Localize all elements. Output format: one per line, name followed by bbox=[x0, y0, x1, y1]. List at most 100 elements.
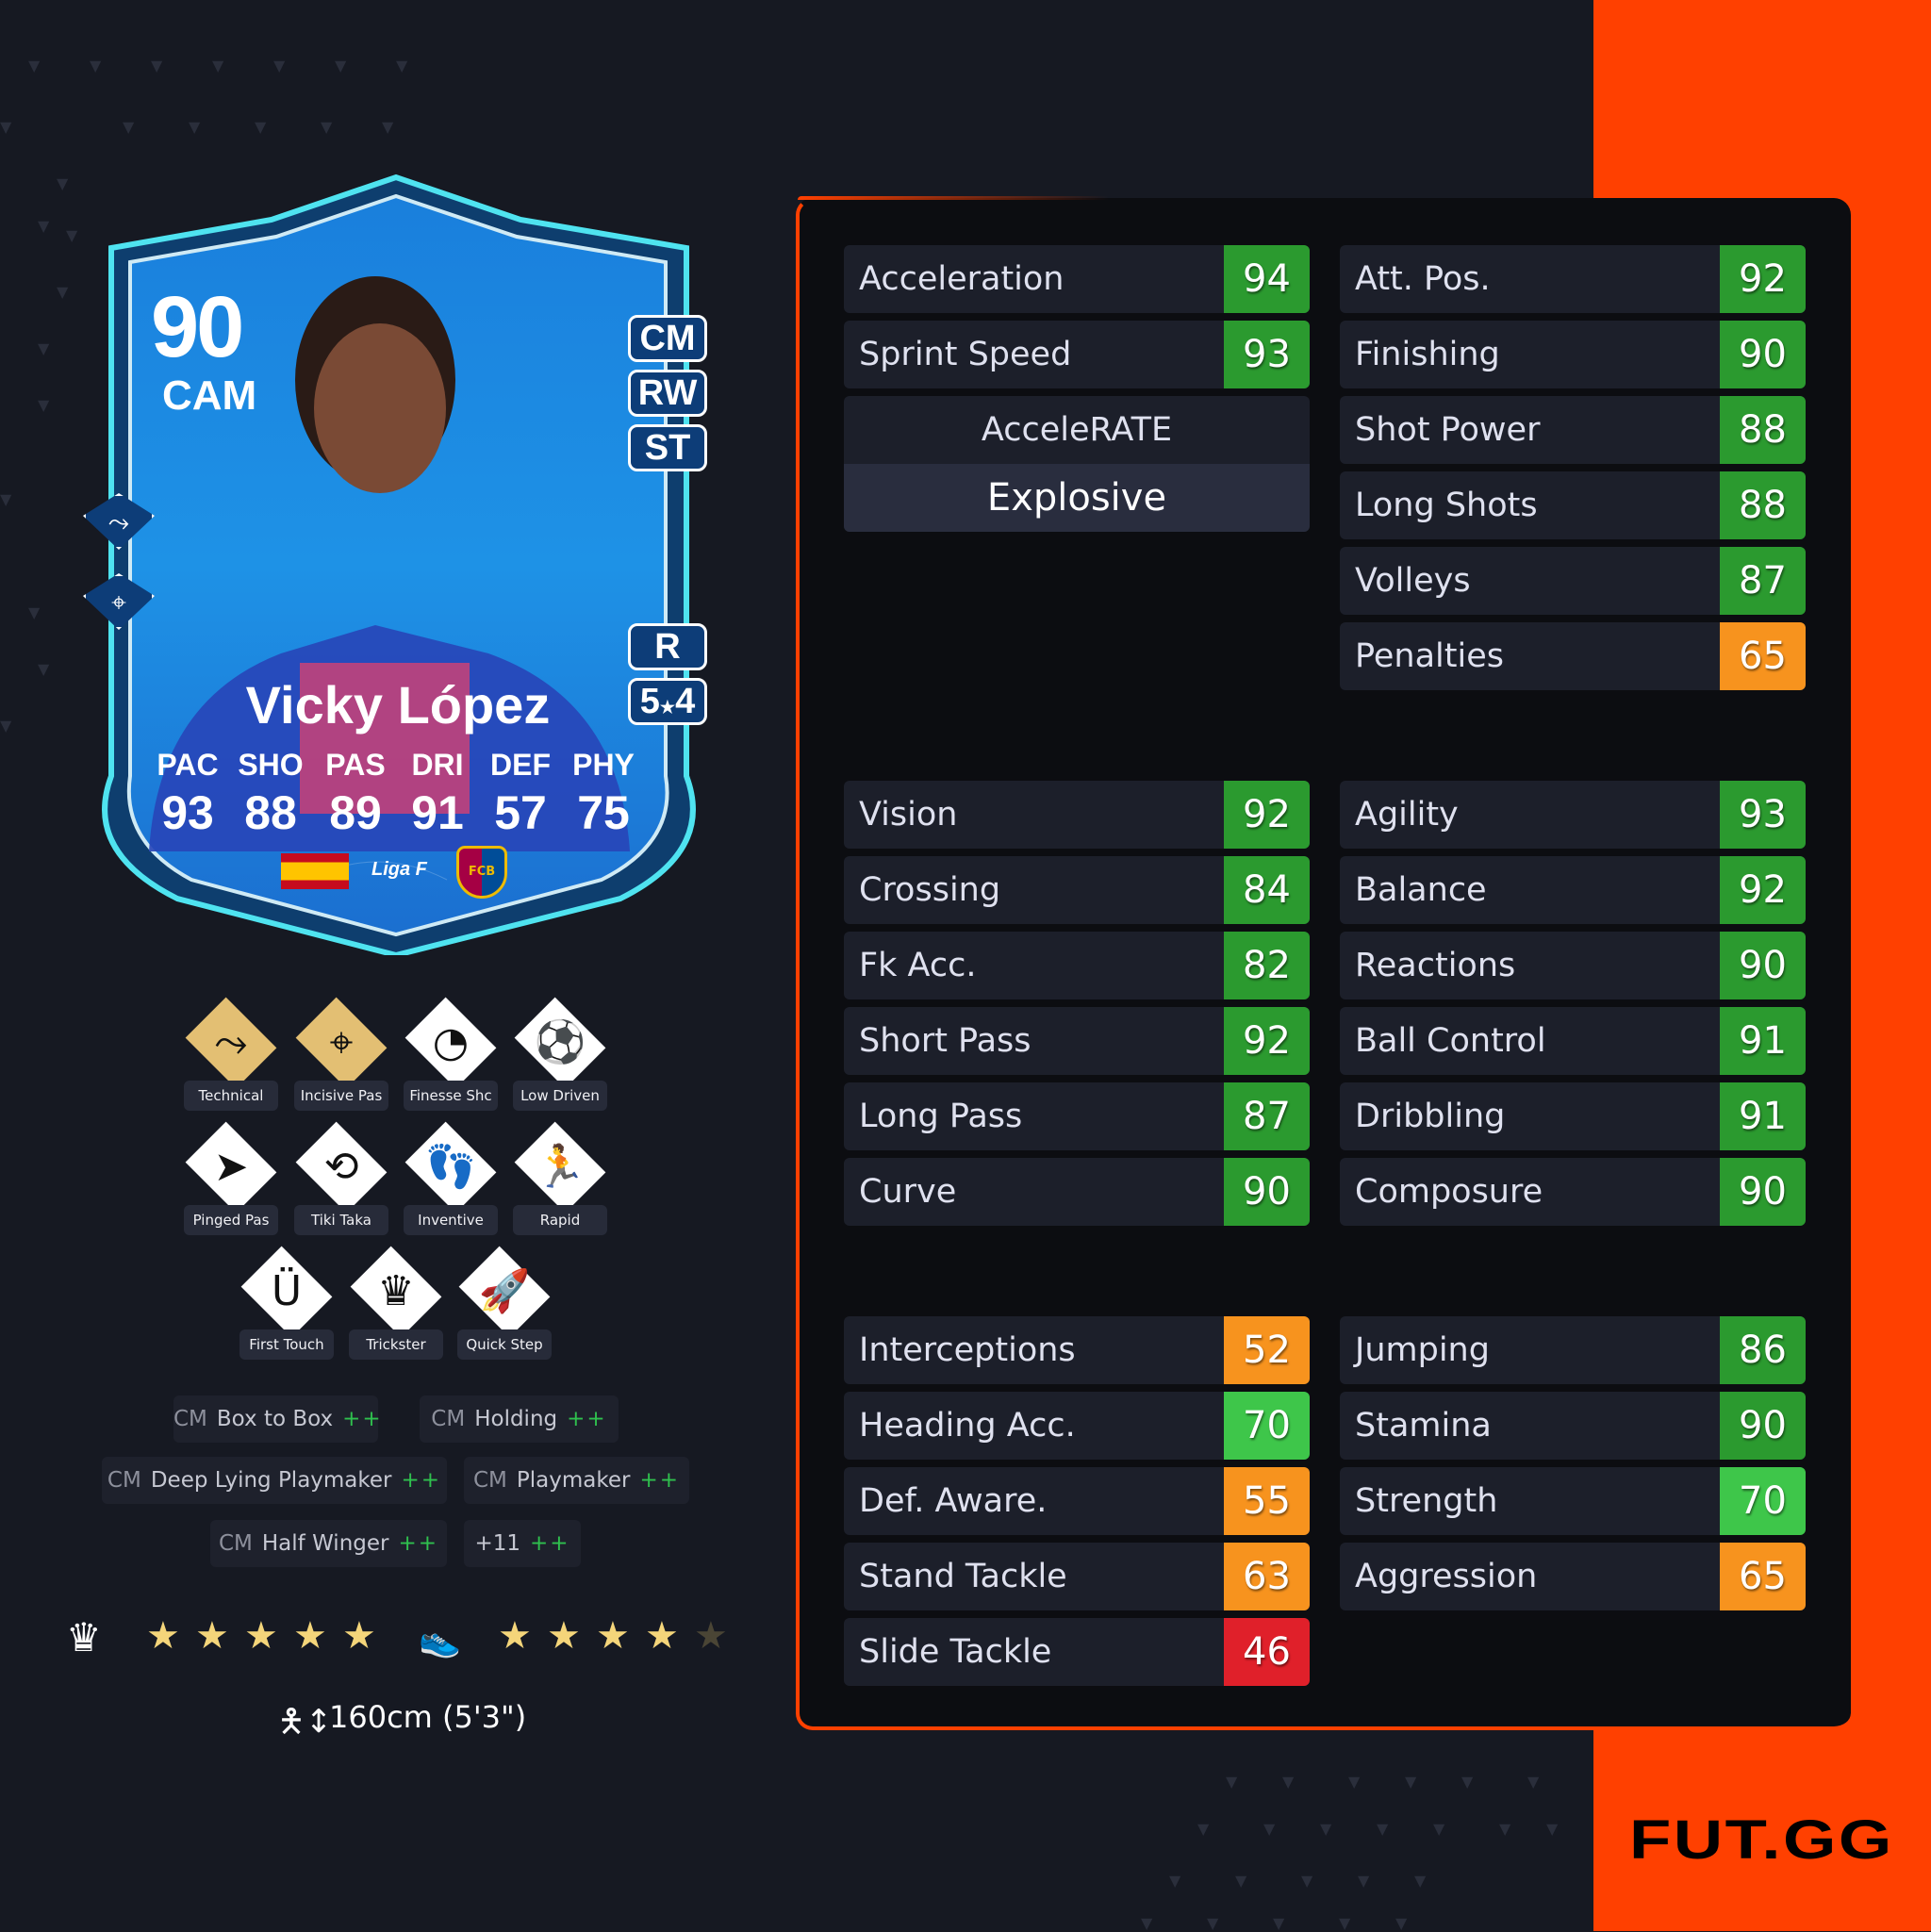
stat-row-shooting: Penalties 65 bbox=[1340, 622, 1806, 690]
role-chip[interactable]: CM Box to Box ++ bbox=[173, 1395, 381, 1443]
decor-triangle: ▼ bbox=[1414, 1872, 1427, 1890]
role-chip[interactable]: +11 ++ bbox=[464, 1520, 581, 1567]
decor-triangle: ▼ bbox=[1263, 1820, 1276, 1838]
decor-triangle: ▼ bbox=[396, 57, 408, 74]
role-chip[interactable]: CM Holding ++ bbox=[420, 1395, 619, 1443]
stat-value: 84 bbox=[1224, 856, 1310, 924]
playstyle-item[interactable]: ◔ Finesse Shc bbox=[394, 997, 507, 1139]
role-chip[interactable]: CM Half Winger ++ bbox=[210, 1520, 447, 1567]
playstyle-icon: Ü bbox=[271, 1267, 303, 1315]
decor-triangle: ▼ bbox=[1348, 1773, 1361, 1791]
playstyle-item[interactable]: ♛ Trickster bbox=[339, 1246, 453, 1388]
stat-value: 70 bbox=[1224, 1392, 1310, 1460]
face-stat-label: PHY bbox=[572, 748, 635, 782]
accelerate-label: AcceleRATE bbox=[981, 411, 1173, 449]
stat-label: Vision bbox=[859, 796, 958, 834]
stat-row-passing: Fk Acc. 82 bbox=[844, 932, 1310, 999]
stat-row-physical: Aggression 65 bbox=[1340, 1543, 1806, 1610]
stat-label: Ball Control bbox=[1355, 1022, 1546, 1060]
stat-value: 90 bbox=[1224, 1158, 1310, 1226]
role-chip[interactable]: CM Deep Lying Playmaker ++ bbox=[102, 1457, 447, 1504]
stat-label: Att. Pos. bbox=[1355, 260, 1491, 298]
role-chip[interactable]: CM Playmaker ++ bbox=[464, 1457, 689, 1504]
playstyle-item[interactable]: ⤳ Technical bbox=[174, 997, 288, 1139]
stat-row-shooting: Shot Power 88 bbox=[1340, 396, 1806, 464]
face-stat-value: 75 bbox=[577, 786, 630, 839]
decor-triangle: ▼ bbox=[0, 490, 12, 508]
playstyle-item[interactable]: ⌖ Incisive Pas bbox=[285, 997, 398, 1139]
playstyle-item[interactable]: 🏃 Rapid bbox=[503, 1121, 617, 1263]
stat-row-shooting: Finishing 90 bbox=[1340, 321, 1806, 388]
stat-row-shooting: Long Shots 88 bbox=[1340, 471, 1806, 539]
decor-triangle: ▼ bbox=[1377, 1820, 1389, 1838]
stat-label: Heading Acc. bbox=[859, 1407, 1076, 1445]
role-position: CM bbox=[107, 1468, 141, 1493]
decor-triangle: ▼ bbox=[57, 283, 69, 301]
stat-row-passing: Long Pass 87 bbox=[844, 1082, 1310, 1150]
accelerate-value: Explosive bbox=[844, 464, 1310, 532]
playstyle-item[interactable]: ➤ Pinged Pas bbox=[174, 1121, 288, 1263]
decor-triangle: ▼ bbox=[1461, 1773, 1474, 1791]
face-stat-value: 89 bbox=[329, 786, 382, 839]
playstyle-icon: ⤳ bbox=[214, 1018, 248, 1066]
stat-value: 65 bbox=[1720, 622, 1806, 690]
stat-row-passing: Curve 90 bbox=[844, 1158, 1310, 1226]
role-plus: ++ bbox=[401, 1468, 442, 1493]
stat-row-passing: Vision 92 bbox=[844, 781, 1310, 849]
stat-value: 90 bbox=[1720, 321, 1806, 388]
playstyle-item[interactable]: 👣 Inventive bbox=[394, 1121, 507, 1263]
decor-triangle: ▼ bbox=[90, 57, 102, 74]
stat-value: 88 bbox=[1720, 396, 1806, 464]
playstyle-label: Trickster bbox=[349, 1329, 443, 1360]
decor-triangle: ▼ bbox=[38, 396, 50, 414]
stat-value: 92 bbox=[1224, 1007, 1310, 1075]
stat-row-shooting: Att. Pos. 92 bbox=[1340, 245, 1806, 313]
playstyle-icon: 🚀 bbox=[478, 1267, 531, 1315]
stat-label: Strength bbox=[1355, 1482, 1498, 1520]
stat-label: Balance bbox=[1355, 871, 1487, 909]
player-height: 160cm (5'3") bbox=[329, 1699, 527, 1735]
playstyle-label: Inventive bbox=[404, 1205, 498, 1235]
stat-label: Aggression bbox=[1355, 1558, 1538, 1595]
stat-value: 87 bbox=[1224, 1082, 1310, 1150]
decor-triangle: ▼ bbox=[1207, 1914, 1219, 1932]
stat-label: Long Pass bbox=[859, 1098, 1023, 1135]
stat-value: 93 bbox=[1720, 781, 1806, 849]
preferred-foot-badge: R bbox=[628, 623, 707, 670]
weak-foot-star-icon: ★ bbox=[694, 1614, 728, 1658]
playstyle-icon: ⟲ bbox=[323, 1143, 359, 1191]
stat-label: Penalties bbox=[1355, 637, 1504, 675]
stat-label: Sprint Speed bbox=[859, 336, 1072, 373]
playstyle-item[interactable]: ⚽ Low Driven bbox=[503, 997, 617, 1139]
role-plus: ++ bbox=[398, 1531, 439, 1556]
decor-triangle: ▼ bbox=[1197, 1820, 1210, 1838]
alt-position-badge: RW bbox=[628, 370, 707, 417]
stat-value: 93 bbox=[1224, 321, 1310, 388]
stat-value: 90 bbox=[1720, 1392, 1806, 1460]
decor-triangle: ▼ bbox=[66, 226, 78, 244]
stat-value: 92 bbox=[1720, 856, 1806, 924]
playstyle-label: Quick Step bbox=[457, 1329, 552, 1360]
decor-triangle: ▼ bbox=[38, 660, 50, 678]
playstyle-item[interactable]: ⟲ Tiki Taka bbox=[285, 1121, 398, 1263]
skill-star-icon: ★ bbox=[342, 1614, 376, 1658]
playstyle-item[interactable]: 🚀 Quick Step bbox=[448, 1246, 561, 1388]
face-stat-value: 93 bbox=[161, 786, 214, 839]
role-position: CM bbox=[472, 1468, 507, 1493]
stat-row-dribbling: Composure 90 bbox=[1340, 1158, 1806, 1226]
league-logo: Liga F bbox=[371, 859, 427, 880]
stat-row-defending: Slide Tackle 46 bbox=[844, 1618, 1310, 1686]
decor-triangle: ▼ bbox=[28, 57, 41, 74]
playstyle-icon: ⌖ bbox=[329, 1018, 354, 1066]
stat-label: Curve bbox=[859, 1173, 957, 1211]
decor-triangle: ▼ bbox=[1141, 1914, 1153, 1932]
playstyle-label: Low Driven bbox=[513, 1081, 607, 1111]
playstyle-item[interactable]: Ü First Touch bbox=[230, 1246, 343, 1388]
face-stat-label: SHO bbox=[238, 748, 304, 782]
stat-label: Finishing bbox=[1355, 336, 1500, 373]
stat-value: 82 bbox=[1224, 932, 1310, 999]
spain-flag-icon bbox=[281, 853, 349, 889]
card-frame bbox=[102, 173, 696, 955]
stat-row-defending: Stand Tackle 63 bbox=[844, 1543, 1310, 1610]
decor-triangle: ▼ bbox=[1169, 1872, 1181, 1890]
